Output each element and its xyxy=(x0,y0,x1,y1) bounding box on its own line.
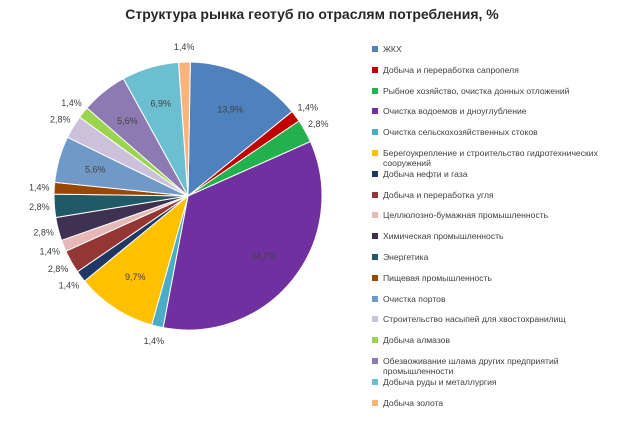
legend-swatch xyxy=(372,233,378,240)
data-label: 5,6% xyxy=(117,116,138,126)
pie-slice xyxy=(187,61,293,198)
legend-item: Добыча руды и металлургия xyxy=(372,377,620,398)
legend-label: Добыча и переработка угля xyxy=(383,189,494,200)
legend-item: Обезвоживание шлама других предприятий п… xyxy=(372,356,620,377)
legend-item: Добыча и переработка угля xyxy=(372,190,620,211)
data-label: 34,7% xyxy=(251,251,277,261)
data-labels: 13,9% 1,4% 2,8% 34,7% 1,4% 9,7% 1,4% 2,8% 1,4% 2,… xyxy=(29,42,329,346)
data-label: 5,6% xyxy=(85,165,106,175)
data-label: 2,8% xyxy=(33,228,54,238)
data-label: 1,4% xyxy=(61,98,82,108)
legend-item: Добыча и переработка сапропеля xyxy=(372,65,620,86)
legend-swatch xyxy=(372,274,378,281)
data-label: 2,8% xyxy=(308,119,329,129)
legend-label: Добыча алмазов xyxy=(383,335,451,346)
legend-swatch xyxy=(372,170,378,177)
legend-swatch xyxy=(372,212,378,219)
legend-swatch xyxy=(372,399,378,406)
legend-swatch xyxy=(372,253,378,260)
legend-item: Добыча золота xyxy=(372,398,620,419)
legend-label: Энергетика xyxy=(383,251,429,262)
data-label: 1,4% xyxy=(59,281,80,291)
legend-item: Химическая промышленность xyxy=(372,231,620,252)
legend-item: Берегоукрепление и строительство гидроте… xyxy=(372,148,620,169)
legend-swatch xyxy=(372,316,378,323)
legend-label: Добыча нефти и газа xyxy=(383,168,468,179)
data-label: 13,9% xyxy=(217,104,243,114)
legend-label: Добыча руды и металлургия xyxy=(383,376,497,387)
legend-label: Берегоукрепление и строительство гидроте… xyxy=(383,147,598,168)
legend-item: Целлюлозно-бумажная промышленность xyxy=(372,210,620,231)
legend-label: Обезвоживание шлама других предприятий п… xyxy=(383,355,559,376)
data-label: 2,8% xyxy=(50,114,71,124)
legend-item: Добыча алмазов xyxy=(372,335,620,356)
legend-swatch xyxy=(372,108,378,115)
legend-swatch xyxy=(372,191,378,198)
legend-item: Рыбное хозяйство, очистка донных отложен… xyxy=(372,86,620,107)
legend-item: Энергетика xyxy=(372,252,620,273)
legend-label: Добыча золота xyxy=(383,397,444,408)
legend-label: Целлюлозно-бумажная промышленность xyxy=(383,210,549,221)
legend-item: ЖКХ xyxy=(372,44,620,65)
legend-item: Добыча нефти и газа xyxy=(372,169,620,190)
legend-label: Рыбное хозяйство, очистка донных отложен… xyxy=(383,85,570,96)
legend-item: Пищевая промышленность xyxy=(372,273,620,294)
legend-label: Добыча и переработка сапропеля xyxy=(383,64,519,75)
legend-label: Очистка портов xyxy=(383,293,446,304)
data-label: 9,7% xyxy=(125,272,146,282)
legend-swatch xyxy=(372,129,378,136)
legend-item: Очистка портов xyxy=(372,294,620,315)
legend-item: Очистка водоемов и дноуглубление xyxy=(372,106,620,127)
legend-label: Очистка сельскохозяйственных стоков xyxy=(383,127,538,138)
data-label: 1,4% xyxy=(144,336,165,346)
legend-swatch xyxy=(372,357,378,364)
legend-item: Строительство насыпей для хвостохранилищ xyxy=(372,314,620,335)
legend-label: Химическая промышленность xyxy=(383,231,504,242)
data-label: 1,4% xyxy=(297,102,318,112)
legend-label: ЖКХ xyxy=(383,44,402,54)
legend: ЖКХ Добыча и переработка сапропеля Рыбное … xyxy=(372,44,620,418)
data-label: 1,4% xyxy=(39,246,60,256)
legend-swatch xyxy=(372,87,378,94)
data-label: 2,8% xyxy=(29,202,50,212)
legend-swatch xyxy=(372,46,378,52)
legend-label: Пищевая промышленность xyxy=(383,272,492,283)
legend-swatch xyxy=(372,378,378,385)
legend-swatch xyxy=(372,337,378,344)
pie-slice xyxy=(83,194,189,326)
legend-item: Очистка сельскохозяйственных стоков xyxy=(372,127,620,148)
data-label: 2,8% xyxy=(48,264,69,274)
data-label: 1,4% xyxy=(174,42,195,52)
pie-chart: 13,9% 1,4% 2,8% 34,7% 1,4% 9,7% 1,4% 2,8% 1,4% 2,… xyxy=(29,42,329,346)
pie-slices xyxy=(53,61,323,331)
data-label: 1,4% xyxy=(29,182,50,192)
pie-slice xyxy=(162,140,323,331)
legend-swatch xyxy=(372,66,378,73)
data-label: 6,9% xyxy=(150,99,171,109)
legend-label: Строительство насыпей для хвостохранилищ xyxy=(383,314,566,325)
pie-slice xyxy=(178,61,191,197)
legend-label: Очистка водоемов и дноуглубление xyxy=(383,106,527,117)
legend-swatch xyxy=(372,295,378,302)
chart-title: Структура рынка геотуб по отраслям потре… xyxy=(125,6,499,22)
legend-swatch xyxy=(372,149,378,156)
